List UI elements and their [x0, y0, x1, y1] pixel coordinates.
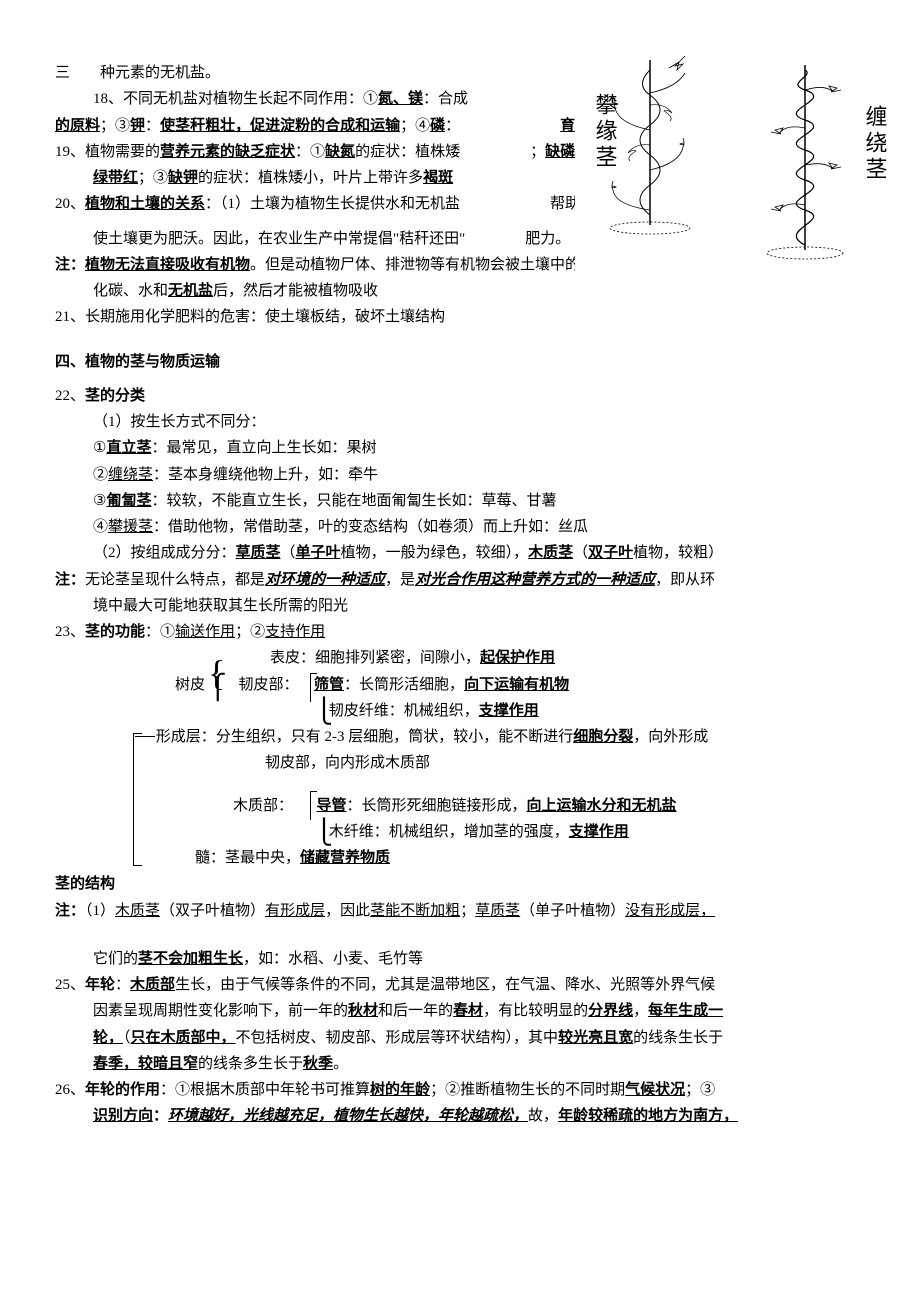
note3-line1: 注：（1）木质茎（双子叶植物）有形成层，因此茎能不断加粗；草质茎（单子叶植物）没…	[55, 898, 865, 924]
p22-1-3: ③匍匐茎：较软，不能直立生长，只能在地面匍匐生长如：草莓、甘薯	[55, 488, 865, 514]
note2-line1: 注：无论茎呈现什么特点，都是对环境的一种适应，是对光合作用这种营养方式的一种适应…	[55, 567, 865, 593]
struct-rpxw: ⎩ 韧皮纤维：机械组织，支撑作用	[55, 698, 865, 724]
shupi-brace: {	[208, 647, 225, 699]
p26-line1: 26、年轮的作用：①根据木质部中年轮书可推算树的年龄；②推断植物生长的不同时期气…	[55, 1077, 865, 1103]
p23: 23、茎的功能：①输送作用；②支持作用	[55, 619, 865, 645]
p22-2: （2）按组成成分分：草质茎（单子叶植物，一般为绿色，较细），木质茎（双子叶植物，…	[55, 540, 865, 566]
mz-brace-top	[310, 791, 317, 820]
note2-line2: 境中最大可能地获取其生长所需的阳光	[55, 593, 865, 619]
p21: 21、长期施用化学肥料的危害：使土壤板结，破坏土壤结构	[55, 304, 865, 330]
p22-1: （1）按生长方式不同分：	[55, 409, 865, 435]
twining-stem-label: 缠绕茎	[855, 105, 894, 183]
stem-diagrams: 攀缘茎 缠绕茎	[575, 45, 885, 275]
note1-line2: 化碳、水和无机盐后，然后才能被植物吸收	[55, 278, 865, 304]
climbing-stem-label: 攀缘茎	[585, 93, 624, 171]
p22-1-2: ②缠绕茎：茎本身缠绕他物上升，如：牵牛	[55, 462, 865, 488]
p22: 22、茎的分类	[55, 383, 865, 409]
struct-mxw: ⎩ 木纤维：机械组织，增加茎的强度，支撑作用	[55, 819, 865, 845]
p25-line2: 因素呈现周期性变化影响下，前一年的秋材和后一年的春材，有比较明显的分界线，每年生…	[55, 998, 865, 1024]
struct-sp-line: 树皮 ⎧ 韧皮部： 筛管：长筒形活细胞，向下运输有机物	[55, 672, 865, 698]
heading-4: 四、植物的茎与物质运输	[55, 349, 865, 375]
p25-line1: 25、年轮：木质部生长，由于气候等条件的不同，尤其是温带地区，在气温、降水、光照…	[55, 972, 865, 998]
p26-line2: 识别方向：环境越好，光线越充足，植物生长越快，年轮越疏松，故，年龄较稀疏的地方为…	[55, 1103, 865, 1129]
struct-xcc-line2: 韧皮部，向内形成木质部	[55, 750, 865, 776]
struct-bp: 表皮：细胞排列紧密，间隙小，起保护作用	[55, 645, 865, 671]
struct-mzb-line: 木质部： 导管：长筒形死细胞链接形成，向上运输水分和无机盐	[55, 793, 865, 819]
note3-line2: 它们的茎不会加粗生长，如：水稻、小麦、毛竹等	[55, 946, 865, 972]
stem-structure: 表皮：细胞排列紧密，间隙小，起保护作用 树皮 ⎧ 韧皮部： 筛管：长筒形活细胞，…	[55, 645, 865, 871]
p22-1-4: ④攀援茎：借助他物，常借助茎，叶的变态结构（如卷须）而上升如：丝瓜	[55, 514, 865, 540]
struct-xcc: 形成层：分生组织，只有 2-3 层细胞，筒状，较小，能不断进行细胞分裂，向外形成	[55, 724, 865, 750]
p25-line4: 春季，较暗且窄的线条多生长于秋季。	[55, 1051, 865, 1077]
p22-1-1: ①直立茎：最常见，直立向上生长如：果树	[55, 435, 865, 461]
outer-bracket	[133, 733, 142, 866]
jdjg: 茎的结构	[55, 871, 865, 897]
struct-sui: 髓：茎最中央，储藏营养物质	[55, 845, 865, 871]
rp-brace-top	[310, 673, 317, 702]
p25-line3: 轮，（只在木质部中，不包括树皮、韧皮部、形成层等环状结构），其中较光亮且宽的线条…	[55, 1025, 865, 1051]
